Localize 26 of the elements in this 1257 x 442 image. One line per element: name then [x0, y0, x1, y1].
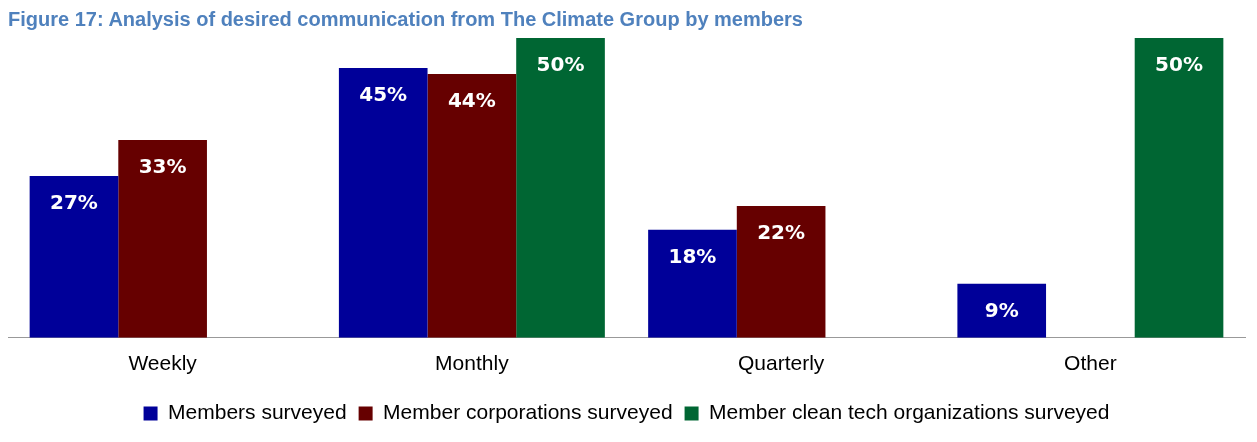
data-label: 50% [1155, 52, 1203, 77]
data-label: 44% [447, 88, 496, 113]
legend-label: Member clean tech organizations surveyed [709, 400, 1110, 424]
bar [427, 73, 517, 338]
data-label: 27% [50, 190, 98, 215]
bar [1134, 38, 1224, 338]
x-tick-label: Quarterly [737, 351, 825, 375]
bar [648, 229, 737, 338]
bar [29, 175, 119, 338]
bar [338, 67, 428, 338]
bar [118, 139, 207, 338]
data-label: 50% [536, 52, 585, 77]
data-label: 45% [359, 82, 408, 107]
legend-label: Members surveyed [168, 400, 347, 424]
x-tick-label: Other [1064, 351, 1117, 375]
data-label: 18% [668, 244, 717, 269]
x-tick-label: Weekly [128, 351, 198, 375]
legend-label: Member corporations surveyed [383, 400, 673, 424]
bar [516, 38, 605, 338]
data-label: 9% [984, 298, 1019, 323]
x-tick-label: Monthly [435, 351, 510, 375]
data-label: 22% [757, 220, 806, 245]
bar [957, 283, 1047, 338]
data-label: 33% [138, 154, 187, 179]
bar [736, 205, 826, 338]
chart-title: Figure 17: Analysis of desired communication from The Climate Group by members [8, 7, 803, 30]
